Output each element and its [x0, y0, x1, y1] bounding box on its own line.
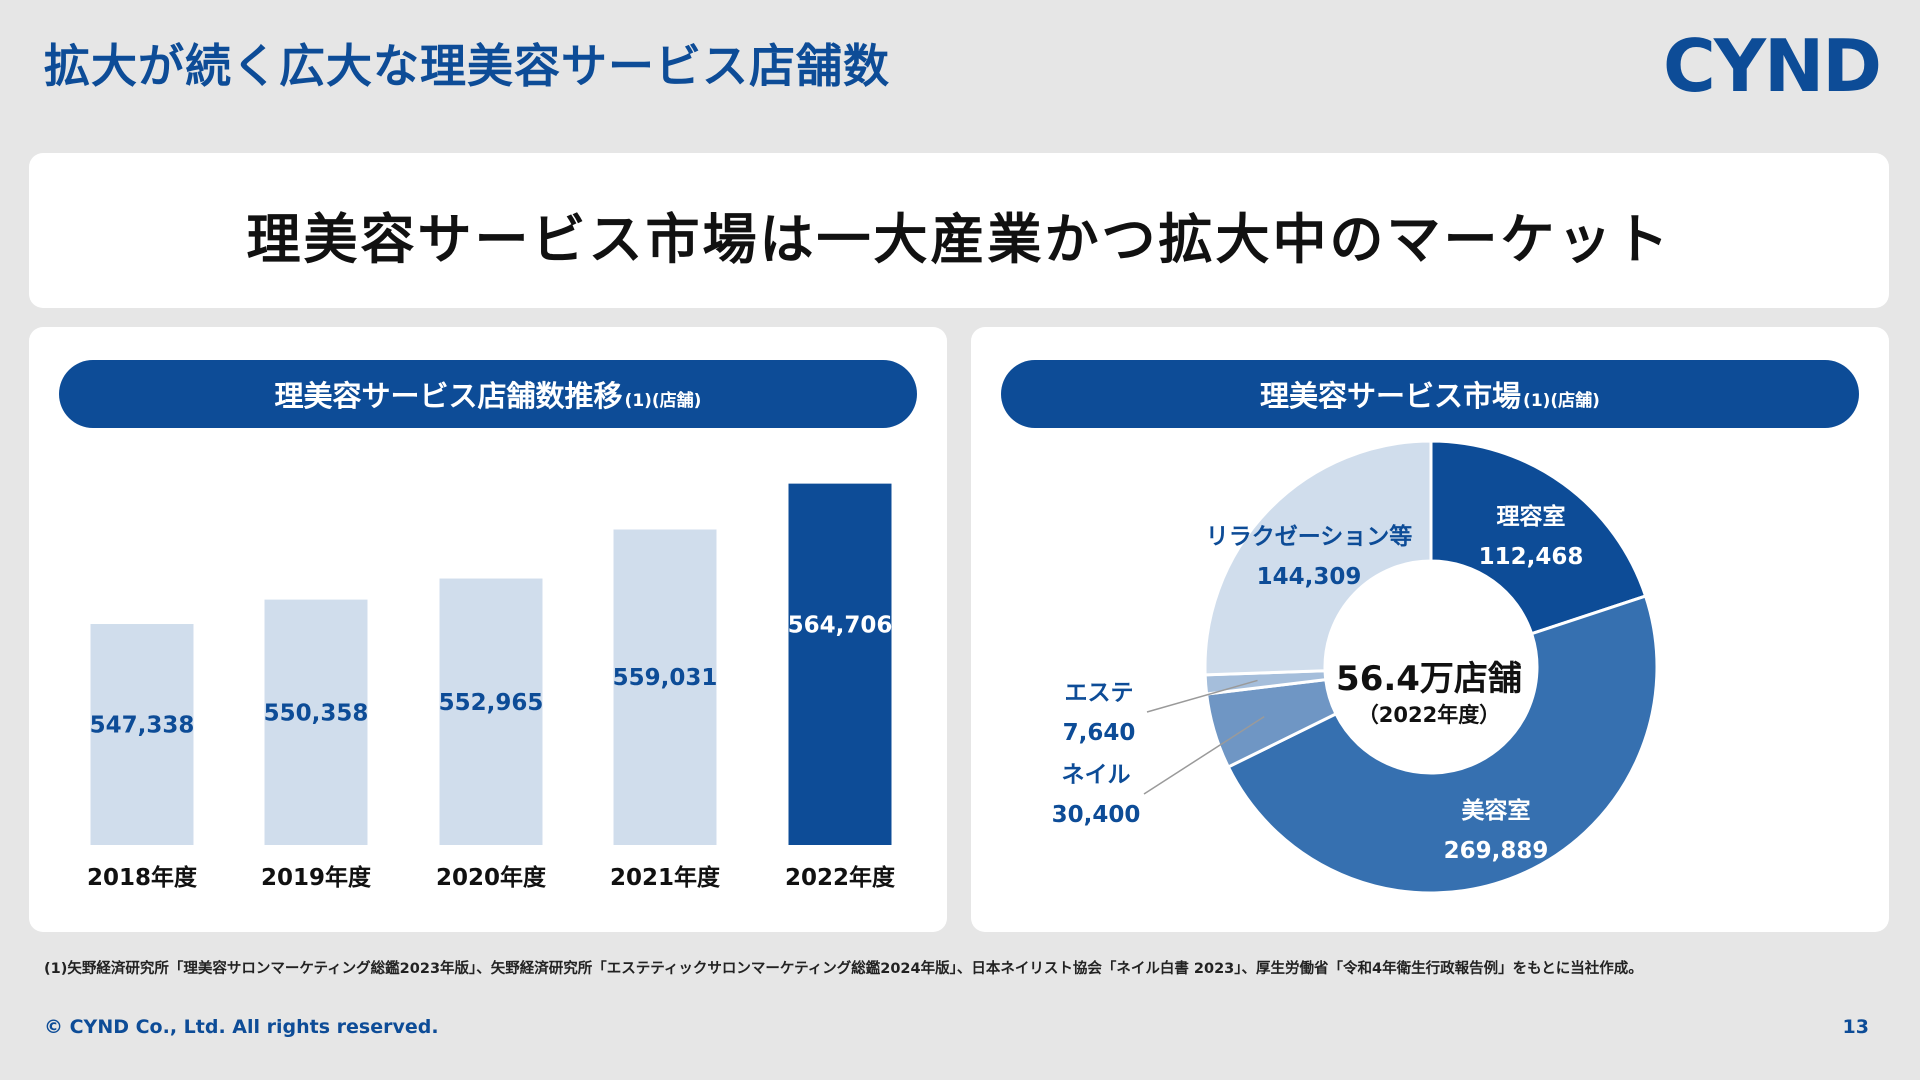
bar-2020年度	[439, 578, 543, 845]
slice-label: エステ	[1065, 680, 1134, 706]
source-footnote: (1)矢野経済研究所「理美容サロンマーケティング総鑑2023年版」、矢野経済研究…	[44, 961, 1643, 977]
market-panel: 理美容サービス市場 (1)(店舗) 理容室 112,468 美容室 269,889 ネイル…	[971, 327, 1889, 932]
leader-line	[1146, 679, 1258, 713]
x-tick-label: 2018年度	[87, 864, 198, 891]
store-count-title-text: 理美容サービス店舗数推移	[274, 379, 623, 413]
store-count-title-note: (1)(店舗)	[624, 390, 702, 411]
donut-center-note: （2022年度）	[1358, 703, 1500, 727]
x-tick-label: 2020年度	[436, 864, 547, 891]
donut-slice-リラクゼーション等	[1203, 442, 1433, 677]
page-title: 拡大が続く広大な理美容サービス店舗数	[44, 39, 890, 93]
headline: 理美容サービス市場は一大産業かつ拡大中のマーケット	[246, 208, 1672, 271]
store-count-panel-title: 理美容サービス店舗数推移 (1)(店舗)	[59, 360, 917, 428]
slice-value-label: 269,889	[1444, 838, 1549, 864]
x-tick-label: 2019年度	[261, 864, 372, 891]
market-title-note: (1)(店舗)	[1523, 390, 1600, 411]
slice-label: 理容室	[1497, 503, 1566, 530]
donut-slice-美容室	[1226, 594, 1659, 895]
bar-2019年度	[264, 599, 368, 845]
bar-2018年度	[90, 624, 194, 845]
bar-value-label: 552,965	[439, 690, 544, 716]
slice-value-label: 112,468	[1479, 544, 1584, 570]
bar-value-label: 564,706	[788, 612, 893, 638]
bar-2022年度	[788, 483, 892, 845]
store-count-panel: 理美容サービス店舗数推移 (1)(店舗) 547,338 2018年度 550,358…	[29, 327, 947, 932]
x-tick-label: 2021年度	[610, 864, 721, 891]
slice-value-label: 30,400	[1052, 802, 1141, 828]
page-number: 13	[1842, 1016, 1869, 1038]
bar-value-label: 550,358	[264, 700, 369, 726]
leader-line	[1143, 715, 1265, 795]
cynd-logo: CYND	[1663, 24, 1882, 108]
x-tick-label: 2022年度	[785, 864, 896, 891]
bar-value-label: 547,338	[90, 713, 195, 739]
slice-value-label: 144,309	[1257, 564, 1362, 590]
slice-value-label: 7,640	[1063, 720, 1136, 746]
donut-slice-理容室	[1429, 442, 1648, 636]
copyright: © CYND Co., Ltd. All rights reserved.	[44, 1016, 439, 1038]
store-count-bar-chart: 547,338 2018年度 550,358 2019年度 552,965 2020年度 5…	[87, 483, 896, 891]
bar-value-label: 559,031	[613, 665, 718, 691]
slice-label: ネイル	[1062, 762, 1131, 788]
market-donut-chart: 理容室 112,468 美容室 269,889 ネイル 30,400 エステ 7,640 リラク…	[1052, 442, 1659, 895]
slice-label: リラクゼーション等	[1206, 523, 1413, 550]
market-title-text: 理美容サービス市場	[1260, 379, 1522, 413]
market-panel-title: 理美容サービス市場 (1)(店舗)	[1001, 360, 1859, 428]
donut-center-value: 56.4万店舗	[1336, 659, 1522, 699]
bar-2021年度	[613, 529, 717, 845]
headline-card: 理美容サービス市場は一大産業かつ拡大中のマーケット	[29, 153, 1889, 308]
slice-label: 美容室	[1462, 797, 1531, 824]
